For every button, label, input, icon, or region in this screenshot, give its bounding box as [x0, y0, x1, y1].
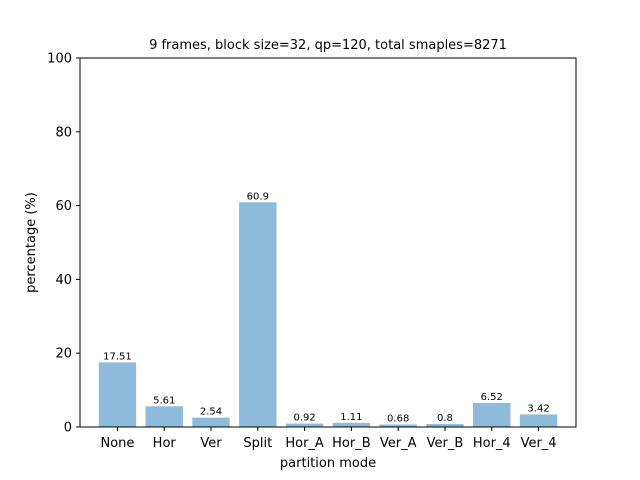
x-axis-title: partition mode [280, 456, 376, 471]
bar-hor-b [332, 422, 371, 427]
bar-hor [145, 406, 183, 427]
data-label: 0.68 [387, 413, 409, 424]
data-label: 2.54 [200, 407, 222, 418]
y-tick-label: 60 [55, 199, 72, 214]
y-tick-label: 100 [47, 52, 72, 67]
bar-hor-a [285, 423, 324, 427]
x-tick-label: Ver_4 [521, 436, 557, 451]
data-label: 1.11 [340, 412, 362, 423]
data-label: 0.8 [437, 413, 453, 424]
x-tick-label: None [100, 436, 134, 451]
y-tick-label: 20 [55, 347, 72, 362]
bar-ver [192, 417, 230, 427]
data-label: 5.61 [153, 395, 175, 406]
bar-split [239, 202, 277, 427]
x-tick-label: Split [243, 436, 272, 451]
y-tick-label: 40 [55, 273, 72, 288]
x-tick-label: Hor_A [285, 436, 324, 451]
bars-group: 17.51 5.61 2.54 60.9 0.92 1.11 0.68 0.8 6.52 3.42 [98, 191, 558, 427]
chart-title: 9 frames, block size=32, qp=120, total s… [149, 38, 507, 53]
data-label: 0.92 [293, 413, 315, 424]
data-label: 60.9 [247, 191, 269, 202]
x-tick-label: Hor_B [332, 436, 371, 451]
bar-ver-b [426, 424, 464, 427]
data-label: 3.42 [527, 403, 549, 414]
data-label: 6.52 [481, 392, 503, 403]
x-tick-label: Hor [153, 436, 177, 451]
x-tick-label: Ver_A [380, 436, 417, 451]
x-tick-label: Hor_4 [473, 436, 511, 451]
bar-none [98, 362, 137, 427]
bar-hor-4 [473, 402, 511, 427]
plot-frame [79, 57, 577, 428]
y-tick-label: 80 [55, 125, 72, 140]
y-tick-label: 0 [64, 421, 72, 436]
data-label: 17.51 [103, 351, 132, 362]
y-axis-title: percentage (%) [24, 192, 39, 293]
x-axis: None Hor Ver Split Hor_A Hor_B Ver_A Ver_B Hor_4… [100, 427, 557, 451]
bar-ver-a [379, 424, 417, 427]
bar-ver-4 [519, 414, 558, 427]
x-tick-label: Ver [200, 436, 222, 451]
x-tick-label: Ver_B [427, 436, 464, 451]
y-axis: 0 20 40 60 80 100 [47, 52, 80, 436]
